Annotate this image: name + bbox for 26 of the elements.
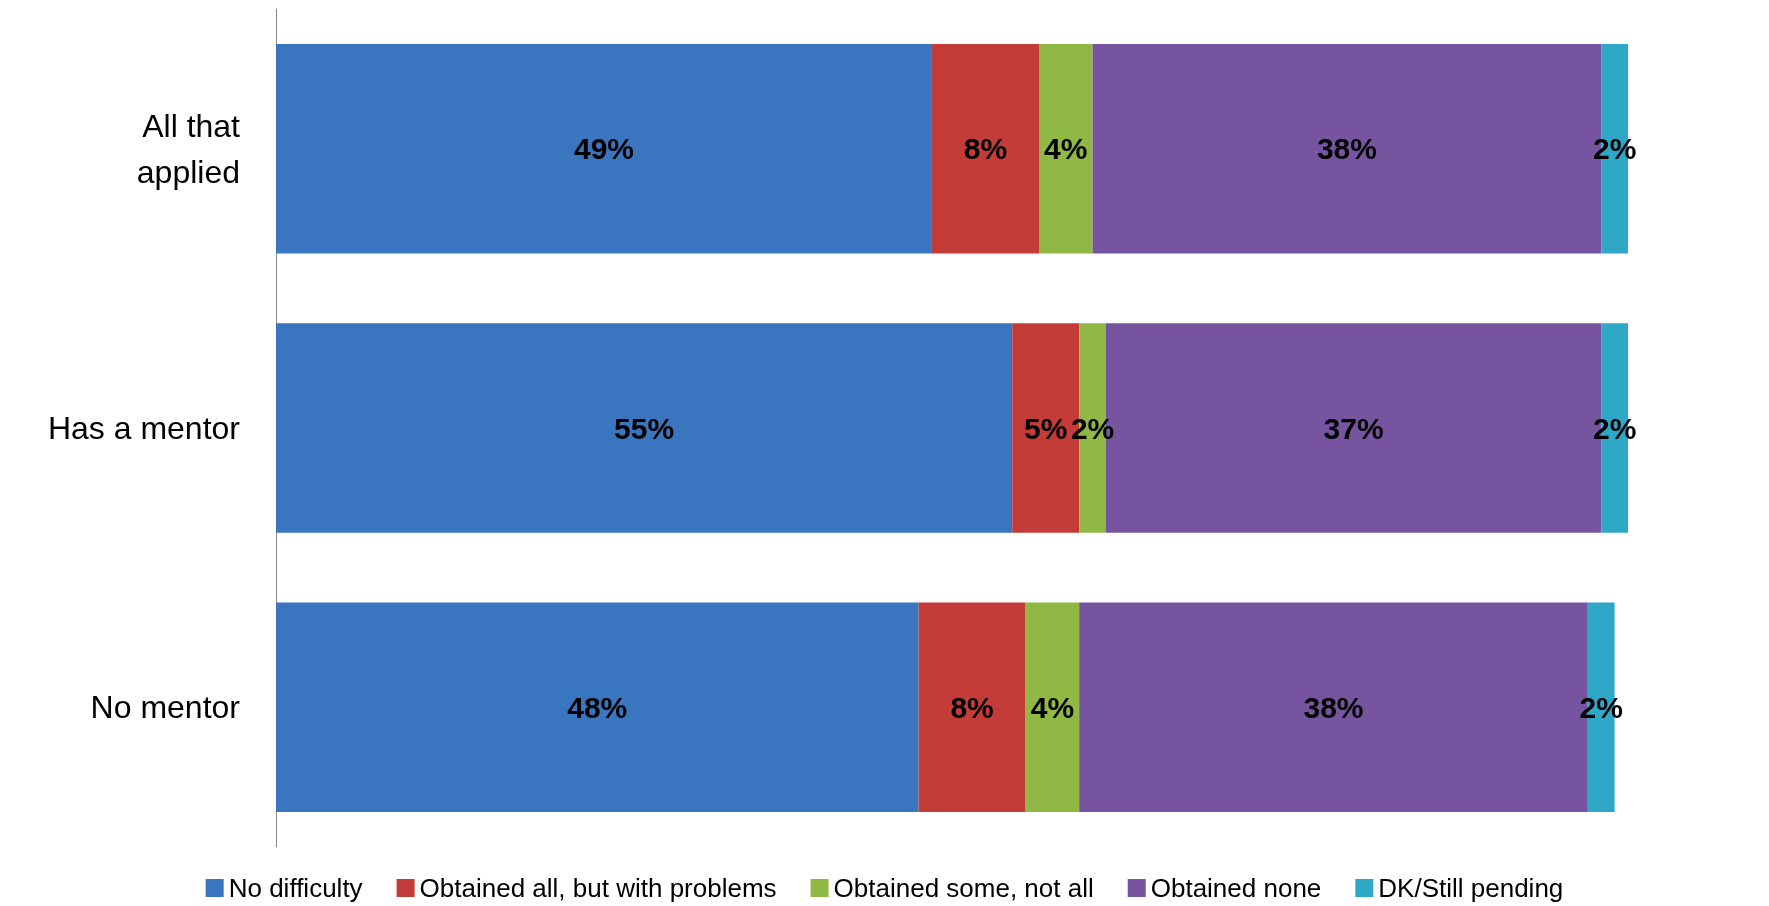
legend-label: DK/Still pending [1378,873,1564,903]
legend-label: No difficulty [228,873,363,903]
data-label: 38% [1303,690,1364,724]
data-label: 49% [573,132,634,166]
data-label: 5% [1024,411,1068,445]
data-label: 48% [567,690,628,724]
data-label: 8% [950,690,994,724]
data-label: 38% [1316,132,1377,166]
bar [918,602,1026,813]
data-label: 55% [614,411,675,445]
legend-label: Obtained some, not all [833,873,1094,903]
y-tick-label: Has a mentor [47,410,241,446]
bar [276,602,919,813]
y-tick-label: No mentor [90,689,241,726]
bar [276,43,932,254]
bar [276,323,1013,533]
data-label: 8% [963,132,1008,166]
bar [931,43,1040,254]
data-label: 37% [1323,411,1384,445]
bar [1039,43,1093,254]
data-label: 4% [1044,132,1088,166]
data-label: 4% [1030,690,1075,724]
bar [1025,602,1080,813]
y-tick-label: All that applied [136,107,241,190]
legend-label: Obtained none [1150,873,1322,903]
legend-label: Obtained all, but with problems [419,873,777,903]
